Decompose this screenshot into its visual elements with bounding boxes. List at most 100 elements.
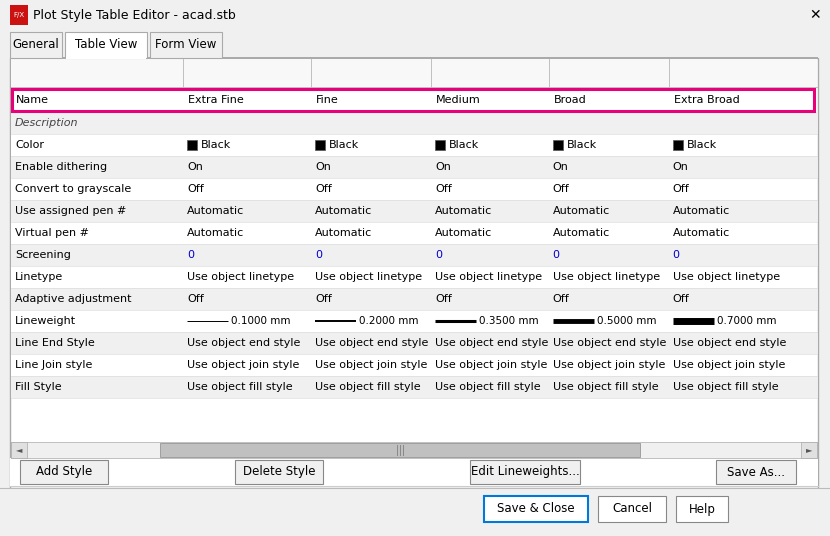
FancyBboxPatch shape bbox=[65, 32, 147, 58]
Text: Automatic: Automatic bbox=[187, 228, 244, 238]
Text: Convert to grayscale: Convert to grayscale bbox=[15, 184, 131, 194]
Text: Color: Color bbox=[15, 140, 44, 150]
FancyBboxPatch shape bbox=[150, 32, 222, 58]
FancyBboxPatch shape bbox=[484, 496, 588, 522]
Text: Use object linetype: Use object linetype bbox=[435, 272, 542, 282]
Text: Lineweight: Lineweight bbox=[15, 316, 76, 326]
FancyBboxPatch shape bbox=[11, 354, 817, 376]
Text: 0.5000 mm: 0.5000 mm bbox=[597, 316, 656, 326]
FancyBboxPatch shape bbox=[66, 57, 146, 59]
FancyBboxPatch shape bbox=[0, 0, 830, 30]
FancyBboxPatch shape bbox=[11, 376, 817, 398]
Text: ◄: ◄ bbox=[16, 445, 22, 455]
Text: Screening: Screening bbox=[15, 250, 71, 260]
Text: Enable dithering: Enable dithering bbox=[15, 162, 107, 172]
Text: Edit Lineweights...: Edit Lineweights... bbox=[471, 465, 579, 479]
Text: Use object fill style: Use object fill style bbox=[672, 382, 779, 392]
Text: Help: Help bbox=[689, 503, 715, 516]
Text: Use object join style: Use object join style bbox=[187, 360, 300, 370]
Text: Automatic: Automatic bbox=[672, 206, 730, 216]
Text: Line End Style: Line End Style bbox=[15, 338, 95, 348]
FancyBboxPatch shape bbox=[801, 442, 817, 458]
FancyBboxPatch shape bbox=[11, 288, 817, 310]
FancyBboxPatch shape bbox=[10, 57, 818, 58]
Text: Black: Black bbox=[567, 140, 597, 150]
FancyBboxPatch shape bbox=[11, 200, 817, 222]
Text: 0.2000 mm: 0.2000 mm bbox=[359, 316, 418, 326]
FancyBboxPatch shape bbox=[315, 140, 325, 150]
FancyBboxPatch shape bbox=[11, 222, 817, 244]
FancyBboxPatch shape bbox=[598, 496, 666, 522]
Text: Use object end style: Use object end style bbox=[315, 338, 428, 348]
FancyBboxPatch shape bbox=[11, 59, 817, 87]
Text: Use object fill style: Use object fill style bbox=[187, 382, 293, 392]
Text: Fine: Fine bbox=[316, 95, 339, 105]
Text: Adaptive adjustment: Adaptive adjustment bbox=[15, 294, 131, 304]
Text: Off: Off bbox=[315, 294, 332, 304]
FancyBboxPatch shape bbox=[11, 112, 817, 134]
Text: Automatic: Automatic bbox=[315, 228, 372, 238]
Text: ►: ► bbox=[806, 445, 813, 455]
FancyBboxPatch shape bbox=[11, 244, 817, 266]
FancyBboxPatch shape bbox=[0, 30, 830, 58]
Text: General: General bbox=[12, 39, 60, 51]
FancyBboxPatch shape bbox=[11, 134, 817, 156]
Text: On: On bbox=[672, 162, 688, 172]
Text: Black: Black bbox=[329, 140, 359, 150]
Text: Medium: Medium bbox=[436, 95, 481, 105]
Text: Automatic: Automatic bbox=[553, 228, 610, 238]
Text: Black: Black bbox=[686, 140, 717, 150]
FancyBboxPatch shape bbox=[10, 458, 818, 486]
Text: Virtual pen #: Virtual pen # bbox=[15, 228, 89, 238]
FancyBboxPatch shape bbox=[672, 140, 682, 150]
Text: Save & Close: Save & Close bbox=[497, 503, 575, 516]
Text: Description: Description bbox=[15, 118, 79, 128]
Text: Broad: Broad bbox=[554, 95, 586, 105]
Text: 0.7000 mm: 0.7000 mm bbox=[716, 316, 776, 326]
Text: 0: 0 bbox=[672, 250, 680, 260]
FancyBboxPatch shape bbox=[11, 88, 817, 112]
Text: Use object linetype: Use object linetype bbox=[672, 272, 779, 282]
Text: Use object end style: Use object end style bbox=[672, 338, 786, 348]
FancyBboxPatch shape bbox=[235, 460, 323, 484]
Text: Use object end style: Use object end style bbox=[553, 338, 666, 348]
Text: Off: Off bbox=[672, 184, 690, 194]
Text: Use object join style: Use object join style bbox=[553, 360, 665, 370]
Text: Off: Off bbox=[553, 184, 569, 194]
FancyBboxPatch shape bbox=[11, 266, 817, 288]
FancyBboxPatch shape bbox=[676, 496, 728, 522]
FancyBboxPatch shape bbox=[435, 140, 445, 150]
Text: Use object fill style: Use object fill style bbox=[435, 382, 540, 392]
Text: Use object linetype: Use object linetype bbox=[315, 272, 422, 282]
Text: Automatic: Automatic bbox=[187, 206, 244, 216]
Text: Off: Off bbox=[315, 184, 332, 194]
Text: Black: Black bbox=[449, 140, 479, 150]
FancyBboxPatch shape bbox=[11, 332, 817, 354]
Text: ✕: ✕ bbox=[809, 8, 821, 22]
Text: Delete Style: Delete Style bbox=[242, 465, 315, 479]
FancyBboxPatch shape bbox=[11, 442, 27, 458]
Text: 0.3500 mm: 0.3500 mm bbox=[479, 316, 539, 326]
Text: On: On bbox=[315, 162, 331, 172]
Text: Off: Off bbox=[672, 294, 690, 304]
Text: Off: Off bbox=[553, 294, 569, 304]
FancyBboxPatch shape bbox=[12, 89, 814, 111]
Text: Use assigned pen #: Use assigned pen # bbox=[15, 206, 126, 216]
Text: Automatic: Automatic bbox=[435, 206, 492, 216]
Text: F/X: F/X bbox=[13, 12, 25, 18]
Text: Cancel: Cancel bbox=[612, 503, 652, 516]
Text: Linetype: Linetype bbox=[15, 272, 63, 282]
Text: Use object join style: Use object join style bbox=[435, 360, 547, 370]
Text: Automatic: Automatic bbox=[553, 206, 610, 216]
Text: Use object linetype: Use object linetype bbox=[553, 272, 660, 282]
Text: Black: Black bbox=[201, 140, 232, 150]
Text: Name: Name bbox=[16, 95, 49, 105]
Text: Use object fill style: Use object fill style bbox=[553, 382, 658, 392]
Text: Use object linetype: Use object linetype bbox=[187, 272, 294, 282]
FancyBboxPatch shape bbox=[553, 140, 563, 150]
FancyBboxPatch shape bbox=[20, 460, 108, 484]
Text: Line Join style: Line Join style bbox=[15, 360, 92, 370]
Text: 0: 0 bbox=[553, 250, 559, 260]
FancyBboxPatch shape bbox=[10, 58, 818, 488]
FancyBboxPatch shape bbox=[11, 178, 817, 200]
